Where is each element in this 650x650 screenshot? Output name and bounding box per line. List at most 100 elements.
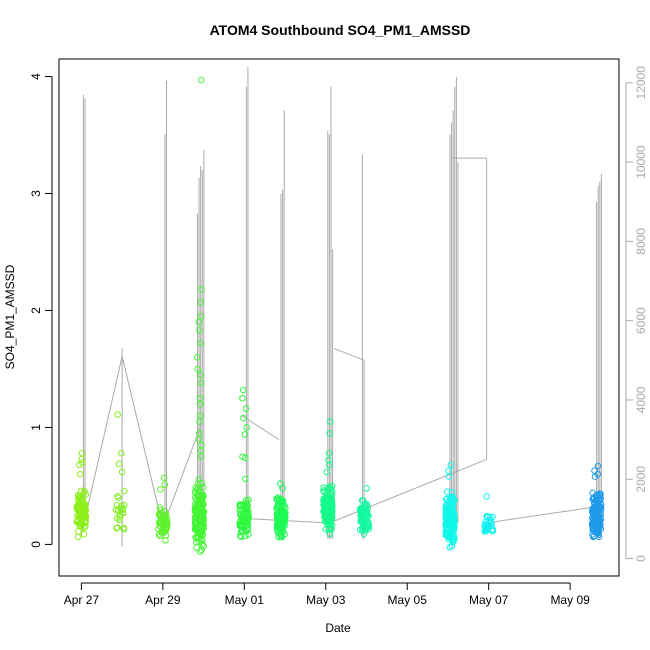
data-point bbox=[320, 495, 328, 503]
data-point bbox=[74, 518, 81, 525]
data-point bbox=[365, 525, 373, 533]
data-point bbox=[483, 521, 491, 529]
data-point bbox=[74, 491, 82, 499]
data-point bbox=[362, 509, 370, 517]
data-point bbox=[244, 511, 251, 519]
x-tick-label: Apr 27 bbox=[64, 593, 100, 607]
data-point bbox=[326, 418, 334, 425]
altitude-connector bbox=[162, 423, 203, 528]
data-point bbox=[484, 513, 491, 520]
data-point bbox=[196, 418, 203, 425]
data-point bbox=[81, 513, 88, 521]
data-point bbox=[448, 488, 456, 496]
data-point bbox=[274, 502, 282, 509]
data-point bbox=[363, 484, 370, 492]
data-point bbox=[75, 461, 83, 469]
data-point bbox=[481, 528, 489, 535]
data-point bbox=[197, 400, 204, 408]
x-tick-label: May 05 bbox=[388, 593, 428, 607]
data-point bbox=[161, 511, 168, 519]
data-point bbox=[443, 515, 451, 523]
data-point bbox=[196, 548, 204, 555]
data-point bbox=[243, 424, 250, 431]
data-point bbox=[75, 528, 82, 535]
data-point bbox=[242, 532, 249, 540]
data-point bbox=[115, 460, 123, 468]
x-tick-label: May 07 bbox=[469, 593, 509, 607]
chart-title: ATOM4 Southbound SO4_PM1_AMSSD bbox=[210, 22, 471, 38]
data-point bbox=[240, 414, 247, 422]
altitude-connector bbox=[121, 356, 164, 527]
data-point bbox=[326, 429, 333, 437]
data-point bbox=[444, 488, 451, 496]
data-point bbox=[328, 521, 336, 529]
data-point bbox=[197, 313, 205, 320]
data-point bbox=[273, 515, 281, 522]
data-point bbox=[120, 501, 128, 509]
data-point bbox=[194, 527, 201, 535]
data-point bbox=[157, 486, 164, 493]
y-tick-label: 1 bbox=[29, 424, 43, 431]
data-point bbox=[155, 531, 163, 538]
y-axis-label: SO4_PM1_AMSSD bbox=[3, 264, 17, 369]
y2-tick-label: 6000 bbox=[634, 307, 648, 334]
y-tick-label: 0 bbox=[29, 541, 43, 548]
data-point bbox=[591, 508, 598, 515]
data-point bbox=[118, 449, 125, 457]
altitude-trace bbox=[80, 66, 602, 547]
data-point bbox=[197, 339, 204, 347]
data-point bbox=[594, 514, 601, 521]
data-point bbox=[197, 76, 205, 84]
data-point bbox=[325, 483, 333, 491]
data-point bbox=[595, 506, 602, 514]
data-point bbox=[321, 503, 328, 510]
data-point bbox=[277, 510, 284, 518]
data-point bbox=[193, 519, 201, 527]
data-point bbox=[193, 353, 201, 361]
data-point bbox=[485, 522, 492, 530]
data-point bbox=[114, 507, 122, 514]
data-point bbox=[198, 479, 206, 487]
data-point bbox=[241, 501, 248, 509]
y2-tick-label: 4000 bbox=[634, 386, 648, 413]
data-point bbox=[78, 455, 86, 463]
data-point bbox=[120, 487, 128, 495]
data-point bbox=[196, 327, 203, 334]
data-point bbox=[593, 494, 601, 501]
x-tick-label: May 01 bbox=[225, 593, 265, 607]
data-point bbox=[442, 532, 450, 539]
data-point bbox=[197, 379, 205, 387]
data-point bbox=[198, 286, 205, 293]
y2-tick-label: 8000 bbox=[634, 228, 648, 255]
data-point bbox=[237, 532, 244, 540]
data-point bbox=[195, 484, 202, 491]
data-point bbox=[243, 502, 251, 510]
data-point bbox=[320, 508, 327, 515]
data-point bbox=[197, 298, 204, 306]
data-point bbox=[195, 318, 203, 326]
data-point bbox=[156, 504, 164, 511]
data-point bbox=[443, 511, 451, 518]
data-point bbox=[197, 453, 205, 460]
data-point bbox=[80, 503, 87, 511]
data-point bbox=[445, 467, 452, 475]
data-point bbox=[196, 505, 204, 513]
data-point bbox=[114, 494, 122, 501]
data-point bbox=[594, 462, 602, 470]
data-point bbox=[192, 501, 199, 508]
data-point bbox=[323, 468, 331, 476]
data-point bbox=[242, 454, 249, 462]
data-point bbox=[80, 530, 88, 538]
data-point bbox=[442, 509, 450, 516]
altitude-connector bbox=[329, 458, 487, 524]
y-tick-label: 3 bbox=[29, 190, 43, 197]
data-point bbox=[280, 516, 288, 524]
data-point bbox=[237, 510, 245, 517]
data-point bbox=[160, 474, 168, 482]
data-point bbox=[242, 405, 250, 413]
scatter-points bbox=[73, 76, 605, 555]
data-point bbox=[326, 461, 333, 469]
data-point bbox=[192, 538, 200, 546]
data-point bbox=[360, 503, 368, 511]
